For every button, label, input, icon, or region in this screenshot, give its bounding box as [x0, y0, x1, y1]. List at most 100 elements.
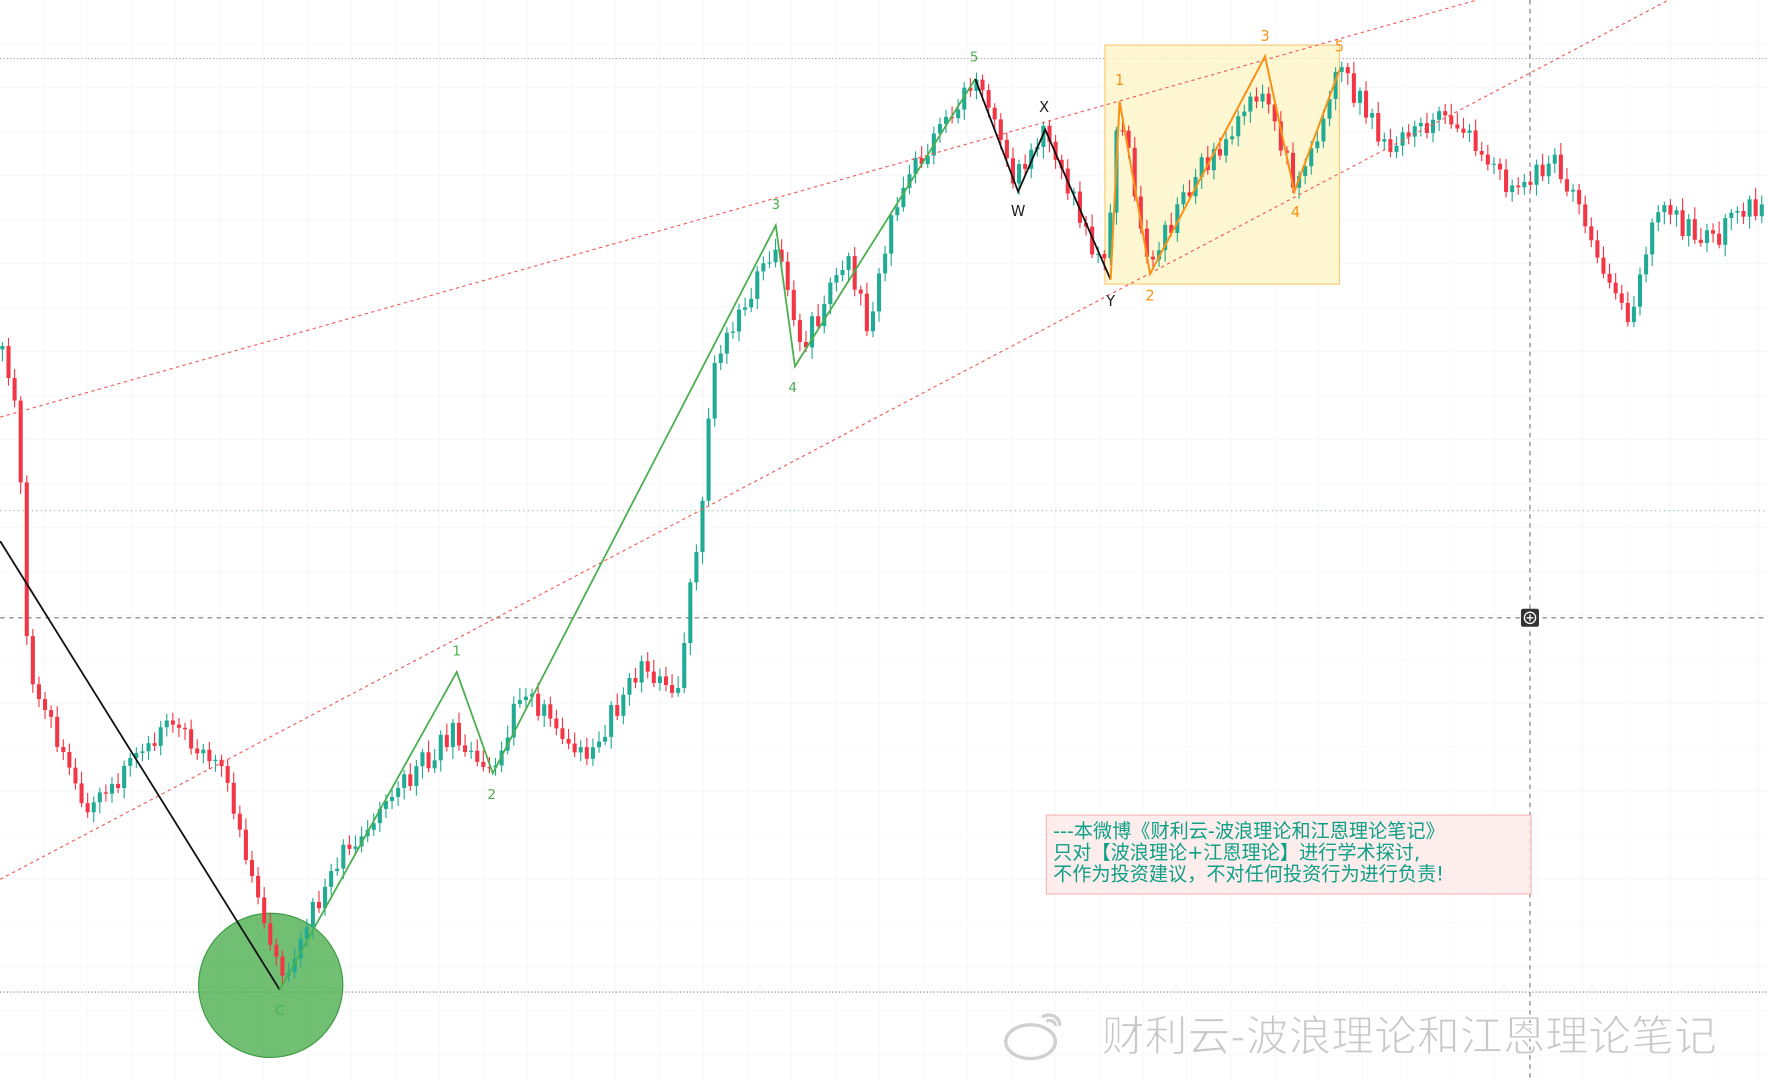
candle-body	[1108, 212, 1113, 259]
candle-body	[1138, 196, 1143, 229]
wave-label: 5	[1335, 38, 1344, 55]
candle-body	[1047, 125, 1052, 142]
candle-body	[1224, 139, 1229, 156]
candle-body	[1029, 149, 1034, 169]
candle-body	[213, 759, 218, 762]
candle-body	[724, 332, 729, 354]
candle-body	[1132, 147, 1137, 197]
wave-label: 1	[452, 644, 461, 660]
watermark: 财利云-波浪理论和江恩理论笔记	[1102, 1012, 1717, 1062]
wave-label: 2	[487, 787, 496, 803]
candle-body	[1528, 181, 1533, 185]
candle-body	[1759, 204, 1764, 217]
candle-body	[1522, 181, 1527, 188]
candle-body	[1248, 96, 1253, 112]
candle-body	[1290, 152, 1296, 188]
candle-body	[389, 796, 395, 801]
candle-body	[335, 868, 340, 872]
candle-body	[1497, 163, 1503, 170]
candle-body	[743, 307, 748, 310]
candle-body	[925, 155, 930, 165]
candle-body	[1668, 205, 1673, 215]
candle-body	[1631, 306, 1636, 323]
disclaimer-line: 不作为投资建议，不对任何投资行为进行负责!	[1053, 862, 1444, 885]
candle-body	[621, 694, 626, 716]
candle-body	[1126, 130, 1131, 148]
candle-body	[225, 766, 230, 783]
candle-body	[627, 677, 632, 695]
candle-body	[1266, 93, 1271, 105]
candle-body	[24, 482, 29, 637]
candle-body	[18, 400, 23, 483]
candle-body	[450, 722, 455, 748]
candle-body	[310, 901, 315, 928]
candle-body	[341, 844, 346, 869]
candle-body	[1637, 274, 1643, 307]
candle-body	[85, 803, 90, 813]
candle-body	[718, 353, 723, 363]
candle-body	[292, 958, 297, 973]
candle-body	[846, 256, 851, 270]
candle-body	[1704, 230, 1709, 244]
candle-body	[645, 661, 650, 672]
candle-body	[1217, 149, 1222, 156]
candle-body	[1680, 210, 1685, 237]
candle-body	[353, 846, 358, 849]
candle-body	[1004, 139, 1009, 159]
wave-label: W	[1011, 203, 1025, 220]
wave-line	[974, 78, 1112, 280]
wave-line	[0, 540, 281, 991]
candle-body	[1102, 253, 1107, 259]
candle-body	[1723, 218, 1728, 245]
candle-body	[1534, 164, 1539, 185]
candle-body	[1278, 121, 1283, 151]
wave-line	[1109, 53, 1341, 280]
candle-body	[231, 782, 236, 814]
candle-body	[1662, 205, 1667, 213]
candle-body	[1096, 253, 1101, 256]
candle-body	[420, 752, 425, 767]
candle-body	[968, 87, 973, 91]
candle-body	[1150, 256, 1156, 260]
candle-body	[122, 765, 127, 789]
candle-body	[773, 249, 778, 263]
candle-body	[487, 767, 492, 769]
candle-body	[596, 741, 602, 748]
candle-body	[1211, 149, 1216, 171]
candle-body	[749, 298, 754, 308]
candle-body	[1589, 226, 1594, 241]
candle-body	[91, 802, 96, 813]
wave-label: 4	[788, 380, 797, 396]
candle-body	[560, 728, 565, 739]
candle-body	[1583, 204, 1588, 227]
candle-body	[1303, 166, 1308, 176]
candle-body	[1692, 219, 1697, 240]
candle-body	[1364, 90, 1369, 118]
candle-body	[456, 722, 462, 746]
crosshair-button[interactable]	[1520, 608, 1539, 627]
candle-body	[797, 320, 802, 342]
candle-body	[152, 743, 157, 746]
candle-body	[736, 309, 742, 332]
candle-body	[1236, 116, 1241, 137]
wave-label: Y	[1105, 293, 1115, 310]
candle-body	[1053, 141, 1058, 160]
candle-body	[816, 316, 821, 327]
candle-body	[943, 116, 949, 125]
candle-body	[572, 743, 577, 753]
candle-body	[828, 282, 833, 305]
candle-body	[1041, 125, 1046, 147]
candle-body	[164, 720, 169, 728]
candle-body	[30, 636, 35, 685]
candle-body	[1187, 192, 1192, 197]
candle-body	[195, 748, 200, 754]
candle-body	[822, 304, 827, 327]
candle-body	[1199, 157, 1204, 177]
candle-body	[1163, 224, 1168, 251]
wave-label: 4	[1291, 204, 1300, 221]
candle-body	[1321, 118, 1326, 142]
candle-body	[889, 215, 894, 254]
candle-body	[176, 724, 181, 728]
candle-body	[432, 760, 437, 769]
